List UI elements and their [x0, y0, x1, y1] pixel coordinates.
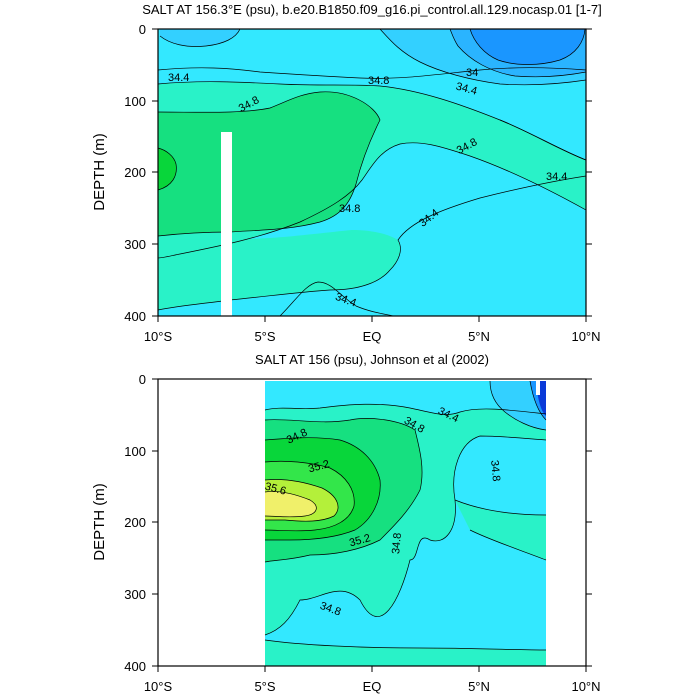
bottom-contour-label: 34.8: [390, 532, 404, 554]
top-x-tick: 10°N: [571, 329, 600, 344]
bottom-y-tick: 300: [124, 587, 146, 602]
bottom-chart-title: SALT AT 156 (psu), Johnson et al (2002): [255, 352, 489, 367]
top-x-tick: EQ: [363, 329, 382, 344]
bottom-y-tick-labels: 0 100 200 300 400: [124, 372, 146, 674]
top-y-tick-labels: 0 100 200 300 400: [124, 22, 146, 324]
top-x-tick: 5°S: [254, 329, 275, 344]
top-contour-fill: [158, 29, 586, 316]
top-x-tick: 10°S: [144, 329, 173, 344]
top-axis-ticks: [152, 28, 592, 322]
top-contour-label: 34: [466, 67, 478, 79]
top-missing-strip: [221, 132, 232, 316]
bottom-x-tick: 5°S: [254, 679, 275, 694]
bottom-x-tick-labels: 10°S 5°S EQ 5°N 10°N: [144, 679, 601, 694]
top-contour-label: 34.4: [455, 81, 479, 98]
top-contour-label: 34.8: [339, 203, 360, 215]
bottom-x-tick: 5°N: [468, 679, 490, 694]
bottom-y-tick: 100: [124, 444, 146, 459]
top-y-tick: 300: [124, 237, 146, 252]
top-y-tick: 200: [124, 165, 146, 180]
top-y-tick: 400: [124, 309, 146, 324]
bottom-contour-label: 35.2: [307, 458, 331, 475]
top-y-tick: 0: [139, 22, 146, 37]
bottom-contour-label: 34.8: [488, 460, 502, 482]
bottom-contour-fill: [264, 380, 547, 666]
top-y-axis-label: DEPTH (m): [91, 133, 108, 211]
top-y-tick: 100: [124, 94, 146, 109]
bottom-contour-label: 35.2: [348, 532, 372, 549]
top-chart-title: SALT AT 156.3°E (psu), b.e20.B1850.f09_g…: [142, 2, 602, 17]
bottom-contour-label: 35.6: [264, 481, 288, 498]
top-x-tick: 5°N: [468, 329, 490, 344]
bottom-x-tick: 10°S: [144, 679, 173, 694]
top-x-tick-labels: 10°S 5°S EQ 5°N 10°N: [144, 329, 601, 344]
bottom-y-axis-label: DEPTH (m): [91, 483, 108, 561]
bottom-y-tick: 0: [139, 372, 146, 387]
bottom-axis-ticks: [152, 378, 592, 672]
top-contour-label: 34.4: [546, 171, 567, 183]
bottom-y-tick: 200: [124, 515, 146, 530]
top-contour-label: 34.4: [168, 72, 189, 84]
bottom-x-tick: 10°N: [571, 679, 600, 694]
bottom-missing-strip: [536, 381, 540, 395]
bottom-x-tick: EQ: [363, 679, 382, 694]
top-contour-label: 34.8: [368, 75, 389, 87]
bottom-y-tick: 400: [124, 659, 146, 674]
